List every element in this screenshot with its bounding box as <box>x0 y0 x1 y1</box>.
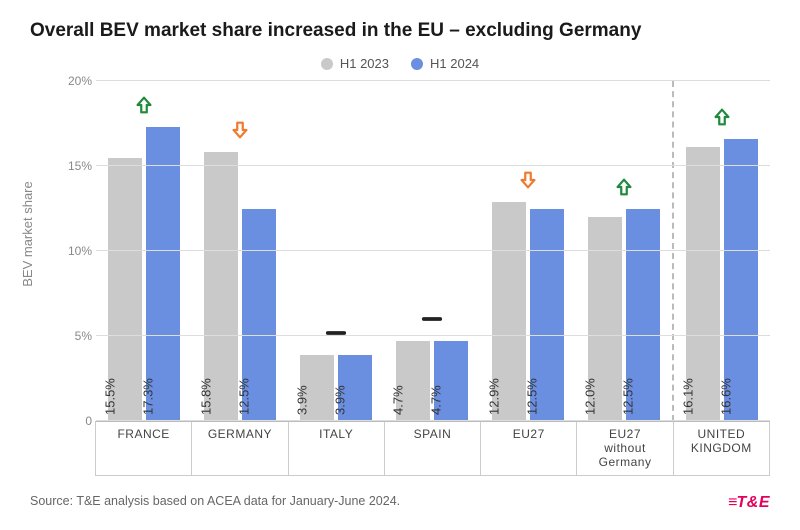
y-tick-label: 0 <box>52 414 92 428</box>
x-axis-label: ITALY <box>288 421 385 476</box>
x-axis-label: SPAIN <box>384 421 481 476</box>
x-axis-label: UNITEDKINGDOM <box>673 421 770 476</box>
arrow-down-icon <box>229 119 251 146</box>
bar-value-label: 15.5% <box>103 378 118 415</box>
y-tick-label: 20% <box>52 74 92 88</box>
bar-2023: 3.9% <box>300 355 334 421</box>
source-text: Source: T&E analysis based on ACEA data … <box>30 494 400 508</box>
plot: 15.5%17.3%15.8%12.5%3.9%3.9%4.7%4.7%12.9… <box>96 81 770 421</box>
x-axis-label: EU27 <box>480 421 577 476</box>
bar-2023: 15.5% <box>108 158 142 422</box>
gridline <box>96 80 770 81</box>
bar-2023: 12.0% <box>588 217 622 421</box>
gridline <box>96 165 770 166</box>
bar-value-label: 17.3% <box>141 378 156 415</box>
bar-group: 4.7%4.7% <box>384 81 480 421</box>
y-tick-label: 5% <box>52 329 92 343</box>
bar-value-label: 16.1% <box>681 378 696 415</box>
bar-2024: 17.3% <box>146 127 180 421</box>
bar-value-label: 3.9% <box>295 385 310 415</box>
bar-group: 15.5%17.3% <box>96 81 192 421</box>
bar-value-label: 4.7% <box>429 385 444 415</box>
y-tick-label: 10% <box>52 244 92 258</box>
dash-flat-icon <box>419 308 445 335</box>
bar-group: 16.1%16.6% <box>672 81 770 421</box>
bar-2024: 12.5% <box>242 209 276 422</box>
bar-group: 3.9%3.9% <box>288 81 384 421</box>
bar-2023: 4.7% <box>396 341 430 421</box>
legend-swatch-2024 <box>411 58 423 70</box>
bar-value-label: 12.9% <box>487 378 502 415</box>
bar-2024: 12.5% <box>530 209 564 422</box>
y-axis-label: BEV market share <box>20 181 35 287</box>
bar-groups: 15.5%17.3%15.8%12.5%3.9%3.9%4.7%4.7%12.9… <box>96 81 770 421</box>
bar-group: 12.0%12.5% <box>576 81 672 421</box>
x-axis-label: FRANCE <box>95 421 192 476</box>
bar-2024: 16.6% <box>724 139 758 421</box>
x-axis-label: GERMANY <box>191 421 288 476</box>
chart-title: Overall BEV market share increased in th… <box>30 20 770 42</box>
arrow-down-icon <box>517 169 539 196</box>
bar-value-label: 12.0% <box>583 378 598 415</box>
brand-text: T&E <box>737 494 771 511</box>
x-axis: FRANCEGERMANYITALYSPAINEU27EU27withoutGe… <box>96 421 770 476</box>
bar-2024: 3.9% <box>338 355 372 421</box>
brand-bars-icon: ≡ <box>728 494 734 511</box>
legend-item-2023: H1 2023 <box>321 56 389 71</box>
gridline <box>96 335 770 336</box>
gridline <box>96 250 770 251</box>
arrow-up-icon <box>711 106 733 133</box>
arrow-up-icon <box>133 94 155 121</box>
bar-2024: 12.5% <box>626 209 660 422</box>
legend-swatch-2023 <box>321 58 333 70</box>
legend: H1 2023 H1 2024 <box>30 56 770 71</box>
legend-label-2024: H1 2024 <box>430 56 479 71</box>
x-axis-label: EU27withoutGermany <box>576 421 673 476</box>
y-tick-label: 15% <box>52 159 92 173</box>
legend-item-2024: H1 2024 <box>411 56 479 71</box>
bar-value-label: 12.5% <box>621 378 636 415</box>
bar-value-label: 12.5% <box>525 378 540 415</box>
bar-value-label: 3.9% <box>333 385 348 415</box>
bar-value-label: 15.8% <box>199 378 214 415</box>
brand-logo: ≡T&E <box>728 494 770 512</box>
legend-label-2023: H1 2023 <box>340 56 389 71</box>
bar-2023: 16.1% <box>686 147 720 421</box>
chart-container: Overall BEV market share increased in th… <box>0 0 800 530</box>
bar-value-label: 4.7% <box>391 385 406 415</box>
bar-value-label: 12.5% <box>237 378 252 415</box>
bar-2023: 12.9% <box>492 202 526 421</box>
bar-2024: 4.7% <box>434 341 468 421</box>
bar-value-label: 16.6% <box>719 378 734 415</box>
bar-group: 15.8%12.5% <box>192 81 288 421</box>
plot-area: BEV market share 15.5%17.3%15.8%12.5%3.9… <box>30 81 770 421</box>
arrow-up-icon <box>613 176 635 203</box>
bar-group: 12.9%12.5% <box>480 81 576 421</box>
bar-2023: 15.8% <box>204 152 238 421</box>
